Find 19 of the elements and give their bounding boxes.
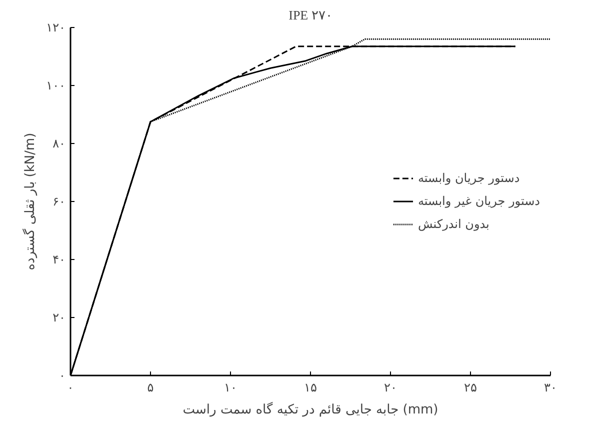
y-tick-label: ۱۲۰ <box>46 20 66 34</box>
y-tick-label: ۰ <box>59 368 66 382</box>
x-tick-label: ۲۰ <box>384 380 397 394</box>
chart-title: IPE ۲۷۰ <box>288 8 332 22</box>
x-tick-label: ۲۵ <box>464 380 477 394</box>
x-tick-label: ۱۰ <box>224 380 237 394</box>
y-tick-label: ۴۰ <box>52 252 66 266</box>
x-tick-label: ۵ <box>147 380 154 394</box>
legend-label: بدون اندرکنش <box>418 217 490 231</box>
y-tick-label: ۶۰ <box>52 194 66 208</box>
y-tick-label: ۸۰ <box>52 136 66 150</box>
legend-label: دستور جریان غیر وابسته <box>418 194 540 208</box>
y-tick-label: ۲۰ <box>52 310 66 324</box>
legend-label: دستور جریان وابسته <box>418 171 520 185</box>
y-tick-label: ۱۰۰ <box>46 78 66 92</box>
x-tick-label: ۳۰ <box>544 380 557 394</box>
y-axis-title: بار ثقلی گسترده (kN/m) <box>22 132 38 270</box>
x-tick-label: ۱۵ <box>304 380 317 394</box>
x-axis-title: جابه جایی قائم در تکیه گاه سمت راست (mm) <box>182 402 438 418</box>
